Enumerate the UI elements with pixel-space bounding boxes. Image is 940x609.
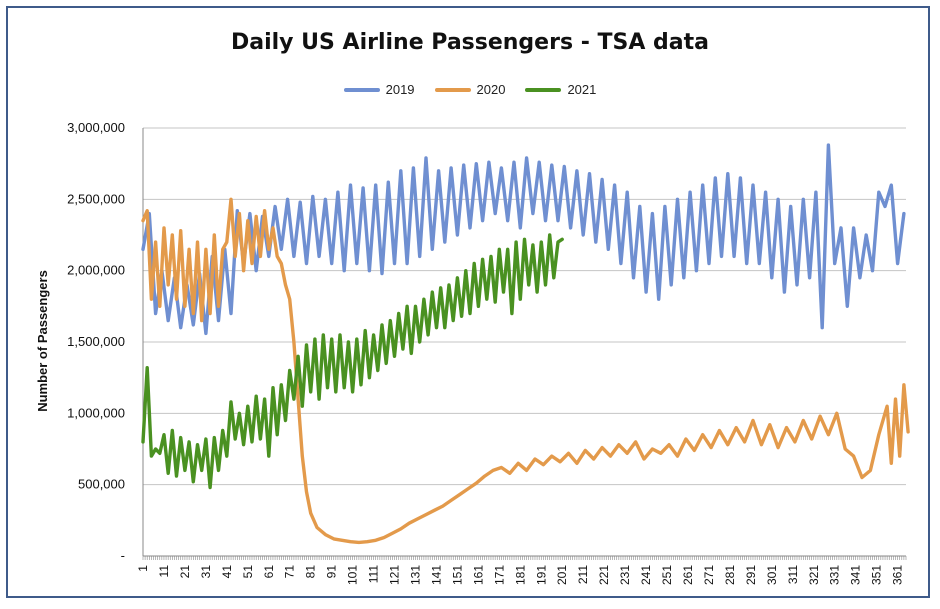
y-tick-label: 1,500,000 <box>67 334 125 349</box>
x-tick-label: 181 <box>513 565 527 585</box>
chart-title: Daily US Airline Passengers - TSA data <box>230 30 709 55</box>
x-tick-label: 171 <box>492 565 506 585</box>
x-tick-label: 151 <box>450 565 464 585</box>
y-tick-label: 1,000,000 <box>67 405 125 420</box>
x-tick-label: 271 <box>702 565 716 585</box>
x-tick-label: 1 <box>136 565 150 572</box>
y-axis-label: Number of Passengers <box>35 270 50 412</box>
x-tick-label: 331 <box>828 565 842 585</box>
x-tick-label: 291 <box>744 565 758 585</box>
x-tick-label: 141 <box>429 565 443 585</box>
x-tick-label: 71 <box>283 565 297 579</box>
legend-label-2020: 2020 <box>476 82 506 97</box>
x-tick-label: 91 <box>325 565 339 579</box>
x-tick-label: 11 <box>157 565 171 578</box>
x-tick-label: 201 <box>555 565 569 585</box>
series-line-2021 <box>141 233 564 490</box>
legend-swatch-2020 <box>434 87 471 92</box>
legend-label-2019: 2019 <box>385 82 415 97</box>
x-tick-label: 21 <box>178 565 192 579</box>
y-tick-label: - <box>121 548 125 563</box>
y-tick-label: 2,500,000 <box>67 191 125 206</box>
series-line-2020 <box>141 197 910 545</box>
x-tick-label: 81 <box>304 565 318 579</box>
series-layer <box>141 143 910 545</box>
x-tick-label: 161 <box>471 565 485 585</box>
x-tick-label: 61 <box>262 565 276 579</box>
y-tick-label: 2,000,000 <box>67 263 125 278</box>
y-tick-label: 500,000 <box>78 477 125 492</box>
x-tick-label: 281 <box>723 565 737 585</box>
x-tick-label: 191 <box>534 565 548 585</box>
legend-item-2019: 2019 <box>343 82 415 97</box>
x-tick-label: 361 <box>891 565 905 585</box>
x-tick-label: 301 <box>765 565 779 585</box>
legend-label-2021: 2021 <box>567 82 597 97</box>
x-tick-label: 221 <box>597 565 611 585</box>
x-tick-label: 351 <box>870 565 884 585</box>
x-tick-label: 51 <box>241 565 255 579</box>
x-tick-label: 31 <box>199 565 213 579</box>
legend-item-2021: 2021 <box>525 82 596 97</box>
x-tick-label: 41 <box>220 565 234 579</box>
x-tick-label: 101 <box>346 565 360 585</box>
chart-legend: 2019 2020 2021 <box>0 82 940 97</box>
x-tick-label: 251 <box>660 565 674 585</box>
x-tick-label: 261 <box>681 565 695 585</box>
axis-layer: - 500,000 1,000,000 1,500,000 2,000,000 2,500… <box>67 120 907 585</box>
x-tick-label: 131 <box>409 565 423 585</box>
x-tick-label: 241 <box>639 565 653 585</box>
x-tick-label: 211 <box>576 565 590 584</box>
x-tick-label: 121 <box>388 565 402 585</box>
x-tick-label: 321 <box>807 565 821 585</box>
legend-item-2020: 2020 <box>434 82 506 97</box>
legend-swatch-2021 <box>525 87 562 92</box>
x-tick-label: 231 <box>618 565 632 585</box>
x-tick-label: 311 <box>786 565 800 584</box>
legend-swatch-2019 <box>343 87 380 92</box>
x-tick-label: 341 <box>849 565 863 585</box>
y-tick-label: 3,000,000 <box>67 120 125 135</box>
x-tick-label: 111 <box>367 565 381 584</box>
